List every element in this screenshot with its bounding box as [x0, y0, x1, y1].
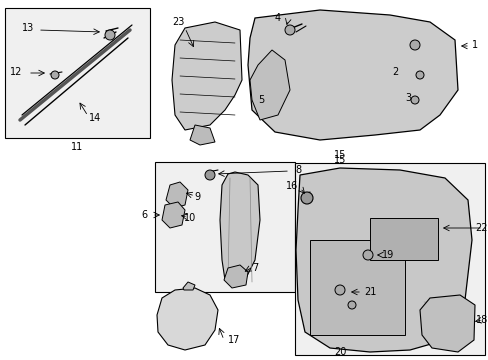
Polygon shape [183, 282, 195, 290]
Circle shape [409, 40, 419, 50]
Circle shape [105, 30, 115, 40]
Polygon shape [249, 50, 289, 120]
Text: 1: 1 [471, 40, 477, 50]
Text: 18: 18 [475, 315, 487, 325]
Bar [309, 240, 404, 335]
Polygon shape [247, 10, 457, 140]
Bar [294, 163, 484, 355]
Text: 15: 15 [333, 155, 346, 165]
Polygon shape [295, 168, 471, 352]
Text: 21: 21 [363, 287, 375, 297]
Text: 2: 2 [391, 67, 397, 77]
Polygon shape [224, 265, 247, 288]
Text: 5: 5 [257, 95, 264, 105]
Polygon shape [162, 202, 184, 228]
Text: 4: 4 [274, 13, 281, 23]
Circle shape [334, 285, 345, 295]
Text: 3: 3 [404, 93, 410, 103]
Circle shape [362, 250, 372, 260]
Text: 14: 14 [89, 113, 101, 123]
Text: 20: 20 [333, 347, 346, 357]
Text: 22: 22 [474, 223, 487, 233]
Circle shape [285, 25, 294, 35]
Polygon shape [157, 288, 218, 350]
Text: 8: 8 [294, 165, 301, 175]
Circle shape [204, 170, 215, 180]
Polygon shape [220, 172, 260, 285]
Text: 17: 17 [227, 335, 240, 345]
Circle shape [347, 301, 355, 309]
Circle shape [415, 71, 423, 79]
Polygon shape [190, 125, 215, 145]
Text: 7: 7 [251, 263, 258, 273]
Polygon shape [419, 295, 474, 352]
Polygon shape [165, 182, 187, 208]
Bar [369, 218, 437, 260]
Text: 11: 11 [71, 142, 83, 152]
Text: 23: 23 [172, 17, 184, 27]
Circle shape [410, 96, 418, 104]
Text: 9: 9 [194, 192, 200, 202]
Text: 16: 16 [285, 181, 297, 191]
Text: 15: 15 [333, 150, 346, 160]
Circle shape [51, 71, 59, 79]
Bar [155, 162, 294, 292]
Bar [5, 8, 150, 138]
Text: 6: 6 [142, 210, 148, 220]
Text: 13: 13 [22, 23, 34, 33]
Text: 10: 10 [183, 213, 196, 223]
Polygon shape [172, 22, 242, 130]
Circle shape [301, 192, 312, 204]
Text: 12: 12 [10, 67, 22, 77]
Text: 19: 19 [381, 250, 393, 260]
